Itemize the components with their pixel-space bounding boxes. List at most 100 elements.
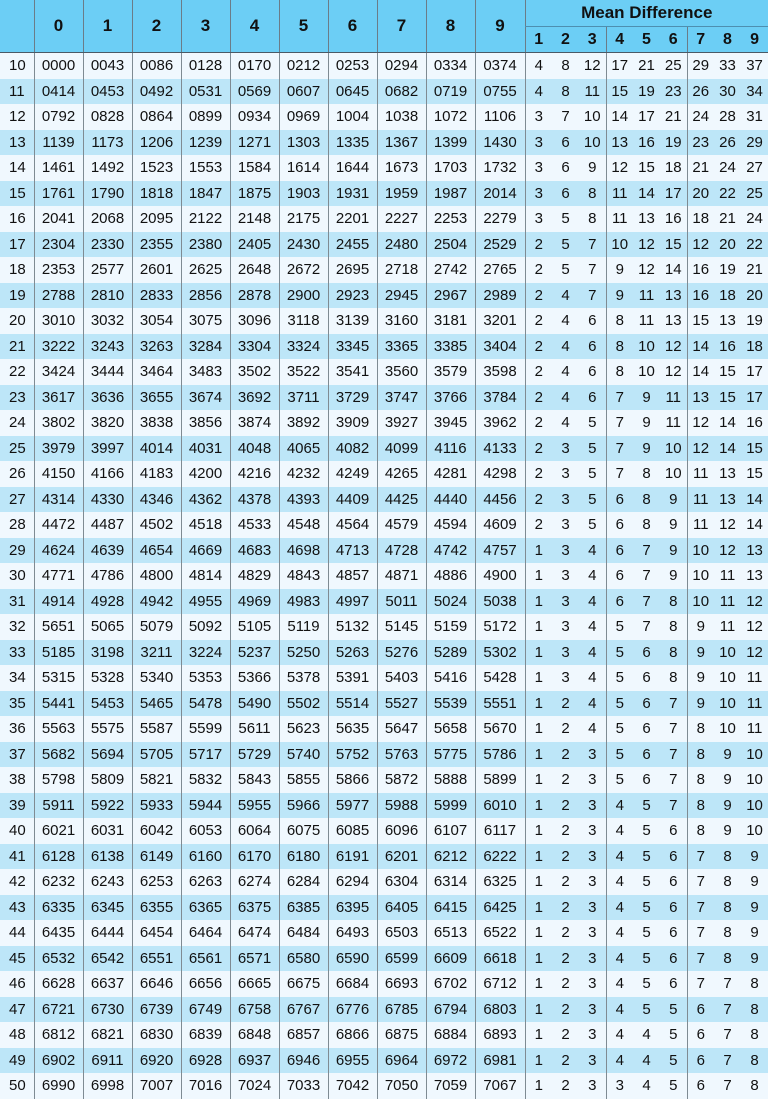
row-number: 49 <box>0 1047 34 1073</box>
log-value-cell: 4698 <box>278 537 328 563</box>
mean-difference-cell: 10 <box>686 537 714 563</box>
table-row: 41 6128 6138 6149 6160 6170 6180 6191 6201 6212 62… <box>0 843 768 869</box>
table-row: 32 5651 5065 5079 5092 5105 5119 5132 5145 5159 51… <box>0 614 768 640</box>
log-value-cell: 2122 <box>180 206 230 232</box>
log-value-cell: 2529 <box>474 231 525 257</box>
mean-difference-cell: 13 <box>633 206 660 232</box>
mean-difference-cell: 9 <box>714 741 741 767</box>
mean-difference-cell: 15 <box>605 78 633 104</box>
log-value-cell: 6513 <box>425 920 475 946</box>
mean-difference-cell: 11 <box>660 384 687 410</box>
log-value-cell: 4669 <box>180 537 230 563</box>
log-value-cell: 5809 <box>82 767 132 793</box>
mean-difference-cell: 24 <box>741 206 768 232</box>
log-value-cell: 6117 <box>474 818 525 844</box>
log-value-cell: 3541 <box>327 359 377 385</box>
mean-difference-cell: 11 <box>633 282 660 308</box>
table-row: 11 0414 0453 0492 0531 0569 0607 0645 0682 0719 07… <box>0 78 768 104</box>
mean-difference-cell: 15 <box>741 435 768 461</box>
mean-difference-cell: 3 <box>579 945 606 971</box>
log-value-cell: 1903 <box>278 180 328 206</box>
mean-difference-cell: 20 <box>741 282 768 308</box>
row-number: 43 <box>0 894 34 920</box>
mean-difference-cell: 14 <box>633 180 660 206</box>
log-value-cell: 3962 <box>474 410 525 436</box>
mean-difference-cell: 7 <box>605 410 633 436</box>
log-value-cell: 2175 <box>278 206 328 232</box>
log-value-cell: 7024 <box>229 1073 279 1099</box>
log-value-cell: 2095 <box>131 206 181 232</box>
mean-difference-cell: 4 <box>605 945 633 971</box>
log-value-cell: 5289 <box>425 639 475 665</box>
log-value-cell: 5237 <box>229 639 279 665</box>
mean-difference-cell: 6 <box>660 894 687 920</box>
log-value-cell: 5575 <box>82 716 132 742</box>
mean-difference-cell: 3 <box>579 792 606 818</box>
mean-difference-cell: 9 <box>714 792 741 818</box>
mean-difference-column-1: 1 <box>524 26 552 53</box>
log-value-cell: 4099 <box>376 435 426 461</box>
mean-difference-cell: 12 <box>686 435 714 461</box>
log-value-cell: 5647 <box>376 716 426 742</box>
log-value-cell: 6325 <box>474 869 525 895</box>
mean-difference-cell: 1 <box>524 818 552 844</box>
log-value-cell: 4914 <box>33 588 83 614</box>
log-value-cell: 6395 <box>327 894 377 920</box>
mean-difference-cell: 2 <box>552 767 579 793</box>
log-value-cell: 6274 <box>229 869 279 895</box>
mean-difference-cell: 9 <box>660 512 687 538</box>
mean-difference-cell: 2 <box>524 512 552 538</box>
mean-difference-cell: 1 <box>524 894 552 920</box>
mean-difference-cell: 7 <box>579 282 606 308</box>
log-value-cell: 3365 <box>376 333 426 359</box>
mean-difference-cell: 7 <box>633 614 660 640</box>
log-value-cell: 4456 <box>474 486 525 512</box>
mean-difference-cell: 10 <box>741 818 768 844</box>
mean-difference-cell: 3 <box>579 920 606 946</box>
log-value-cell: 6618 <box>474 945 525 971</box>
log-value-cell: 5145 <box>376 614 426 640</box>
mean-difference-cell: 8 <box>714 869 741 895</box>
log-value-cell: 2380 <box>180 231 230 257</box>
log-value-cell: 5752 <box>327 741 377 767</box>
log-value-cell: 2279 <box>474 206 525 232</box>
mean-difference-cell: 21 <box>714 206 741 232</box>
log-value-cell: 3096 <box>229 308 279 334</box>
mean-difference-cell: 3 <box>605 1073 633 1099</box>
log-value-cell: 6464 <box>180 920 230 946</box>
mean-difference-cell: 15 <box>686 308 714 334</box>
log-value-cell: 1461 <box>33 155 83 181</box>
mean-difference-cell: 8 <box>552 52 579 79</box>
log-value-cell: 0253 <box>327 52 377 79</box>
mean-difference-cell: 9 <box>741 920 768 946</box>
log-value-cell: 3784 <box>474 384 525 410</box>
log-value-cell: 0828 <box>82 104 132 130</box>
log-value-cell: 1959 <box>376 180 426 206</box>
log-value-cell: 1271 <box>229 129 279 155</box>
mean-difference-cell: 7 <box>579 257 606 283</box>
mean-difference-cell: 18 <box>660 155 687 181</box>
mean-difference-cell: 13 <box>660 282 687 308</box>
log-value-cell: 5159 <box>425 614 475 640</box>
table-row: 39 5911 5922 5933 5944 5955 5966 5977 5988 5999 60… <box>0 792 768 818</box>
log-value-cell: 5011 <box>376 588 426 614</box>
log-value-cell: 4502 <box>131 512 181 538</box>
log-value-cell: 4200 <box>180 461 230 487</box>
mean-difference-cell: 14 <box>741 486 768 512</box>
row-number: 12 <box>0 104 34 130</box>
log-value-cell: 5658 <box>425 716 475 742</box>
row-number: 37 <box>0 741 34 767</box>
log-value-cell: 5563 <box>33 716 83 742</box>
log-value-cell: 6712 <box>474 971 525 997</box>
mean-difference-cell: 11 <box>741 665 768 691</box>
log-value-cell: 3522 <box>278 359 328 385</box>
log-value-cell: 0086 <box>131 52 181 79</box>
log-value-cell: 4639 <box>82 537 132 563</box>
mean-difference-cell: 8 <box>660 639 687 665</box>
mean-difference-cell: 13 <box>714 461 741 487</box>
mean-difference-cell: 10 <box>633 359 660 385</box>
log-value-cell: 4997 <box>327 588 377 614</box>
mean-difference-cell: 24 <box>686 104 714 130</box>
mean-difference-cell: 29 <box>686 52 714 79</box>
log-value-cell: 1523 <box>131 155 181 181</box>
